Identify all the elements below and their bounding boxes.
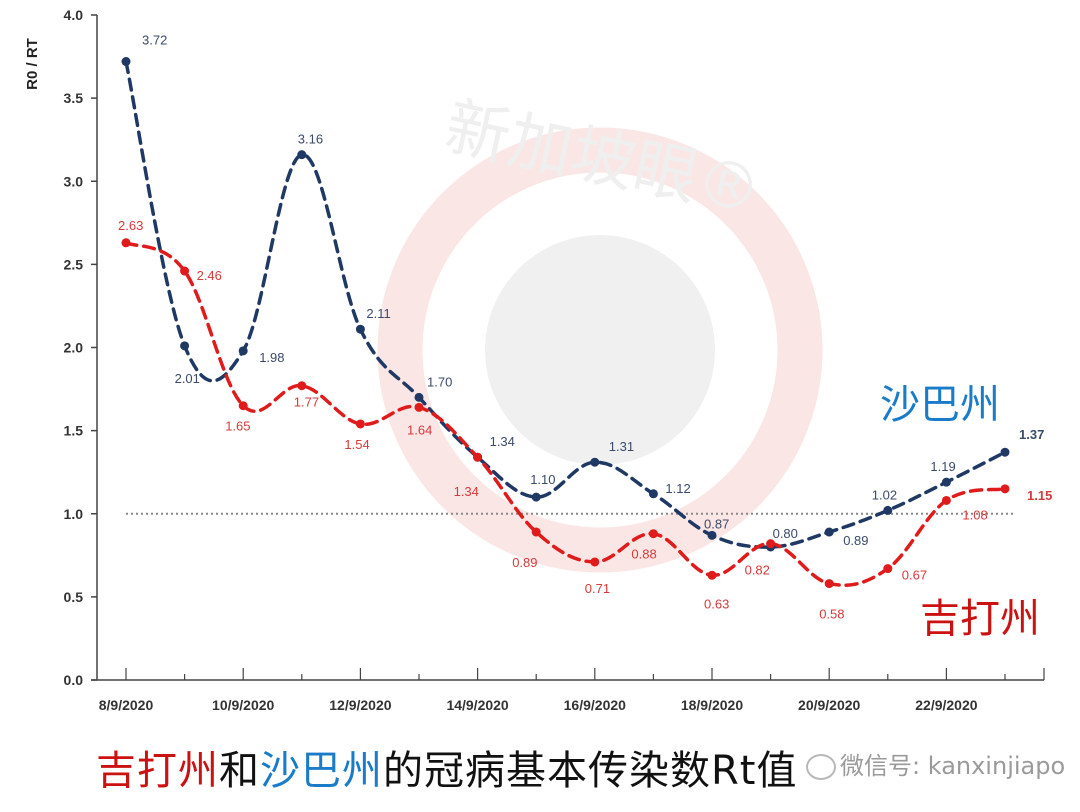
svg-text:0.88: 0.88 [631,547,656,562]
wechat-icon [806,754,836,780]
svg-text:0.0: 0.0 [64,672,84,688]
watermark-logo: 新加坡眼® [377,90,823,573]
svg-text:1.0: 1.0 [64,506,84,522]
svg-text:2.63: 2.63 [118,218,143,233]
svg-text:16/9/2020: 16/9/2020 [564,697,626,713]
svg-text:3.16: 3.16 [298,132,323,147]
svg-text:0.63: 0.63 [704,596,729,611]
svg-text:2.01: 2.01 [175,371,200,386]
svg-text:12/9/2020: 12/9/2020 [329,697,391,713]
caption-and: 和 [219,748,260,794]
svg-text:14/9/2020: 14/9/2020 [446,697,508,713]
svg-text:1.34: 1.34 [490,434,515,449]
svg-text:0.67: 0.67 [902,568,927,583]
svg-text:0.80: 0.80 [773,526,798,541]
svg-text:2.11: 2.11 [366,306,390,321]
wechat-watermark: 微信号: kanxinjiapo [806,746,1065,781]
axes: 0.0 0.5 1.0 1.5 2.0 2.5 3.0 3.5 4.0 R0 / RT 8/9/20… [24,7,1045,713]
svg-text:22/9/2020: 22/9/2020 [915,697,977,713]
svg-text:1.34: 1.34 [454,484,479,499]
svg-text:1.70: 1.70 [427,374,452,389]
svg-text:2.46: 2.46 [197,268,222,283]
svg-text:2.0: 2.0 [64,340,84,356]
caption-sabah: 沙巴州 [260,748,383,794]
caption-rest: 的冠病基本传染数Rt值 [383,748,798,794]
svg-text:1.64: 1.64 [407,422,432,437]
chart-caption: 吉打州和沙巴州的冠病基本传染数Rt值 [96,738,797,796]
legend-sabah: 沙巴州 [880,382,1000,428]
svg-text:0.89: 0.89 [512,555,537,570]
svg-text:0.87: 0.87 [704,516,729,531]
svg-text:1.19: 1.19 [930,459,955,474]
svg-text:1.08: 1.08 [962,507,987,522]
svg-text:1.98: 1.98 [259,350,284,365]
svg-text:1.65: 1.65 [225,419,250,434]
svg-text:0.82: 0.82 [745,563,770,578]
svg-text:10/9/2020: 10/9/2020 [212,697,274,713]
legend-kedah: 吉打州 [920,596,1040,642]
svg-text:0.58: 0.58 [819,607,844,622]
svg-text:3.0: 3.0 [64,173,84,189]
svg-text:1.77: 1.77 [294,395,319,410]
svg-text:R0 / RT: R0 / RT [24,38,41,90]
svg-text:3.72: 3.72 [142,33,167,48]
svg-text:3.5: 3.5 [64,90,84,106]
svg-text:1.37: 1.37 [1019,427,1044,442]
caption-kedah: 吉打州 [96,748,219,794]
rt-line-chart: 新加坡眼® 0.0 0.5 1.0 1.5 2.0 2.5 3.0 3.5 4.0 R0 / RT… [24,7,1052,713]
svg-text:0.71: 0.71 [585,581,610,596]
wechat-id: 微信号: kanxinjiapo [840,752,1066,780]
svg-text:1.5: 1.5 [64,423,84,439]
svg-text:1.12: 1.12 [665,481,690,496]
svg-text:8/9/2020: 8/9/2020 [99,697,154,713]
data-points: 3.72 2.01 1.98 3.16 2.11 1.70 1.34 1.10 1.31 1.12… [118,33,1052,622]
svg-text:0.89: 0.89 [843,533,868,548]
svg-text:4.0: 4.0 [64,7,84,23]
svg-text:1.54: 1.54 [344,437,369,452]
svg-text:1.15: 1.15 [1027,488,1052,503]
svg-text:1.31: 1.31 [609,439,634,454]
svg-text:2.5: 2.5 [64,256,84,272]
svg-text:1.10: 1.10 [530,472,555,487]
svg-text:0.5: 0.5 [64,589,84,605]
svg-text:1.02: 1.02 [872,487,897,502]
svg-text:20/9/2020: 20/9/2020 [798,697,860,713]
svg-text:18/9/2020: 18/9/2020 [681,697,743,713]
